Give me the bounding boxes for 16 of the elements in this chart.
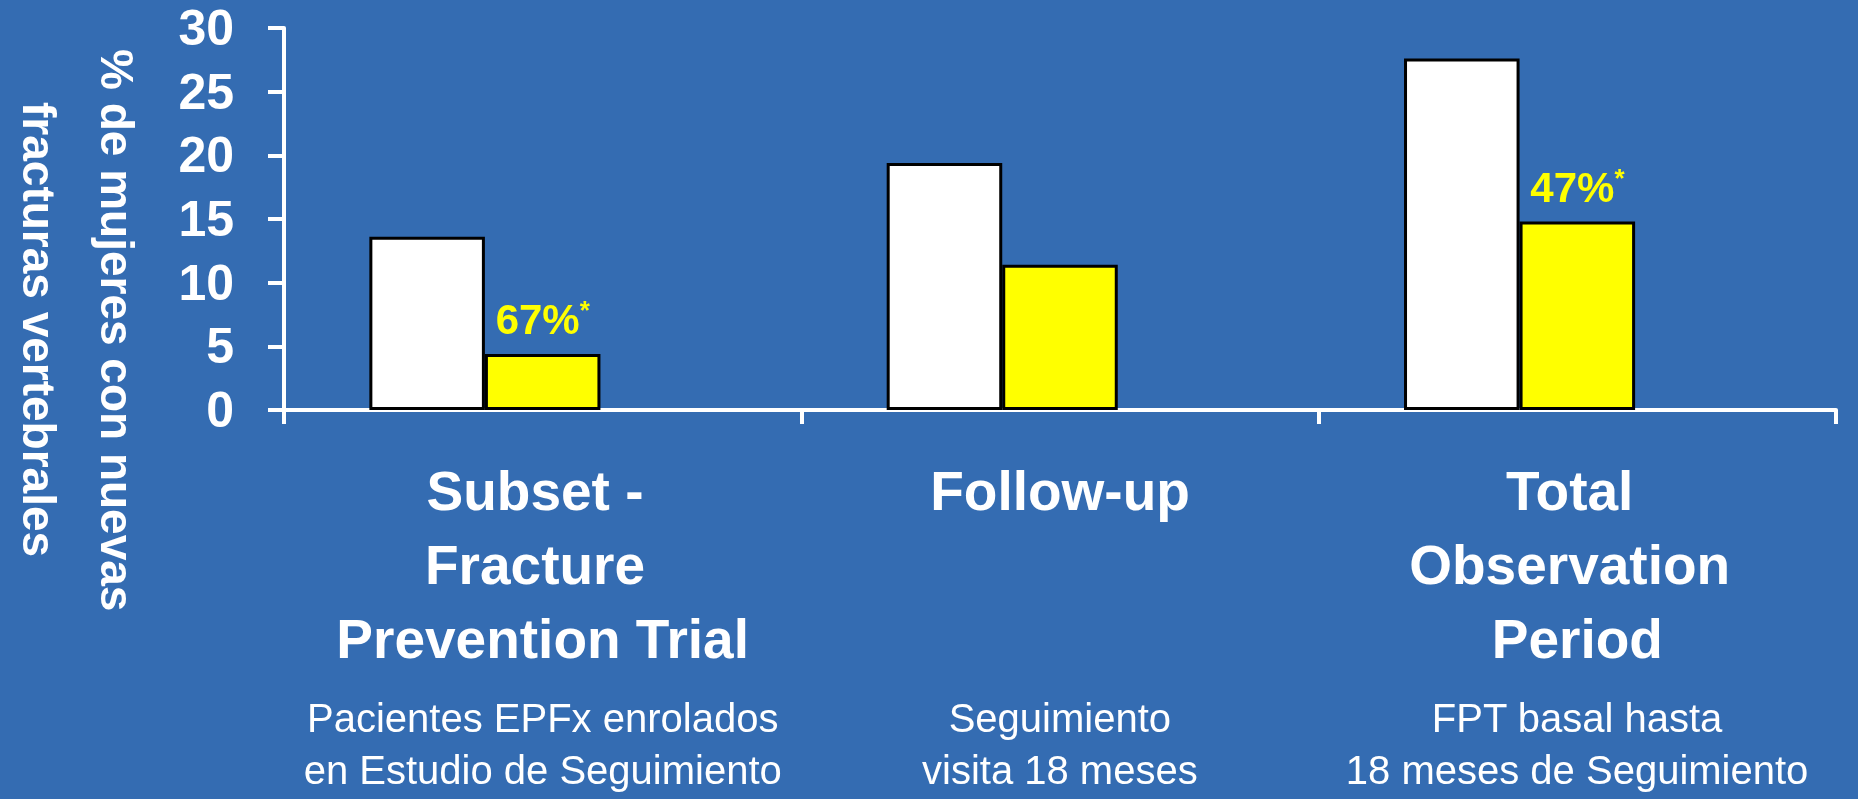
x-tick-label: Subset - Fracture Prevention Trial bbox=[336, 460, 749, 670]
y-axis-title: % de mujeres con nuevas fracturas vertebrales bbox=[12, 47, 144, 614]
y-tick-label: 5 bbox=[206, 318, 234, 375]
annotation: 67%$^{*}$ bbox=[495, 294, 590, 343]
text: Seguimiento visita 18 meses bbox=[922, 695, 1198, 794]
annotation: 47%$^{*}$ bbox=[1530, 162, 1625, 211]
y-tick-label: 25 bbox=[178, 63, 234, 120]
y-tick-label: 30 bbox=[178, 0, 234, 56]
y-tick-label: 15 bbox=[178, 191, 234, 247]
y-tick-label: 20 bbox=[178, 127, 234, 184]
y-tick-label: 0 bbox=[206, 382, 234, 438]
text: FPT basal hasta 18 meses de Seguimiento bbox=[1345, 695, 1809, 794]
y-tick-label: 10 bbox=[178, 254, 234, 311]
x-tick-label: Follow-up bbox=[930, 460, 1190, 522]
x-tick-label: Total Observation Period bbox=[1409, 460, 1746, 670]
text: Pacientes EPFx enrolados en Estudio de Seguimiento bbox=[303, 695, 782, 794]
